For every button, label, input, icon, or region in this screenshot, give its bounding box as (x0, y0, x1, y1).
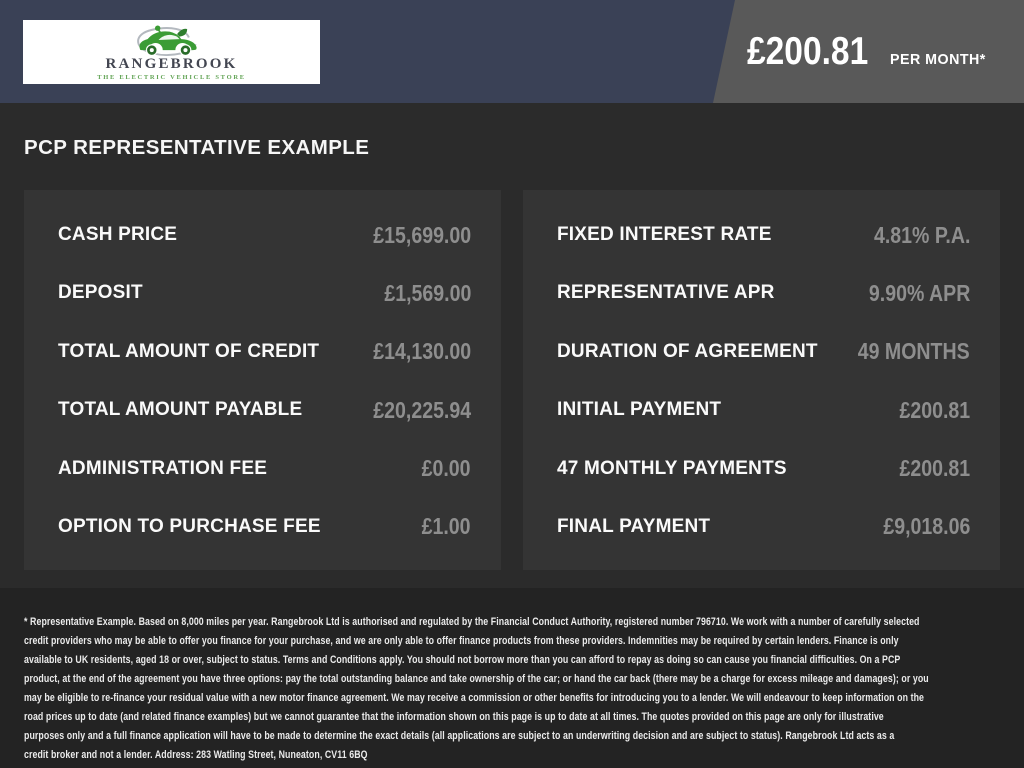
finance-panel-left: CASH PRICE £15,699.00 DEPOSIT £1,569.00 … (24, 190, 501, 570)
finance-row: CASH PRICE £15,699.00 (58, 217, 471, 253)
disclaimer-line: product, at the end of the agreement you… (24, 673, 929, 685)
logo-brand-text: RANGEBROOK (105, 55, 238, 72)
finance-value: £14,130.00 (373, 338, 471, 365)
finance-value: £9,018.06 (883, 513, 970, 540)
footer-disclaimer: * Representative Example. Based on 8,000… (0, 588, 1024, 768)
dealer-logo[interactable]: RANGEBROOK THE ELECTRIC VEHICLE STORE (23, 20, 320, 84)
finance-label: DURATION OF AGREEMENT (557, 340, 818, 362)
finance-value: £15,699.00 (373, 221, 471, 248)
finance-label: REPRESENTATIVE APR (557, 282, 775, 304)
finance-label: ADMINISTRATION FEE (58, 457, 268, 479)
finance-row: TOTAL AMOUNT PAYABLE £20,225.94 (58, 392, 471, 428)
finance-panel-right: FIXED INTEREST RATE 4.81% P.A. REPRESENT… (523, 190, 1000, 570)
finance-value: £200.81 (899, 396, 970, 423)
finance-row: REPRESENTATIVE APR 9.90% APR (557, 275, 970, 311)
car-logo-icon (136, 25, 197, 56)
finance-label: DEPOSIT (58, 282, 143, 304)
finance-row: TOTAL AMOUNT OF CREDIT £14,130.00 (58, 334, 471, 370)
finance-label: TOTAL AMOUNT PAYABLE (58, 399, 303, 421)
finance-label: FINAL PAYMENT (557, 515, 711, 537)
finance-value: £200.81 (899, 455, 970, 482)
finance-row: 47 MONTHLY PAYMENTS £200.81 (557, 451, 970, 487)
disclaimer-line: available to UK residents, aged 18 or ov… (24, 654, 901, 666)
finance-label: CASH PRICE (58, 224, 178, 245)
finance-row: FIXED INTEREST RATE 4.81% P.A. (557, 217, 970, 253)
disclaimer-line: road prices up to date (and related fina… (24, 711, 884, 723)
finance-value: 4.81% P.A. (873, 221, 970, 248)
finance-label: INITIAL PAYMENT (557, 399, 722, 421)
finance-row: ADMINISTRATION FEE £0.00 (58, 451, 471, 487)
monthly-price: £200.81 (747, 29, 869, 73)
finance-label: OPTION TO PURCHASE FEE (58, 515, 321, 537)
finance-row: FINAL PAYMENT £9,018.06 (557, 509, 970, 545)
finance-row: OPTION TO PURCHASE FEE £1.00 (58, 509, 471, 545)
finance-row: INITIAL PAYMENT £200.81 (557, 392, 970, 428)
finance-value: 49 MONTHS (858, 338, 970, 365)
header: RANGEBROOK THE ELECTRIC VEHICLE STORE £2… (0, 0, 1024, 103)
finance-value: £0.00 (422, 455, 471, 482)
disclaimer-line: * Representative Example. Based on 8,000… (24, 616, 920, 628)
finance-label: FIXED INTEREST RATE (557, 224, 772, 245)
finance-row: DURATION OF AGREEMENT 49 MONTHS (557, 334, 970, 370)
finance-value: 9.90% APR (868, 279, 970, 306)
monthly-price-banner: £200.81 PER MONTH* (713, 0, 1024, 103)
page-title: PCP REPRESENTATIVE EXAMPLE (24, 136, 370, 159)
disclaimer-line: credit providers who may be able to offe… (24, 635, 899, 647)
disclaimer-line: purposes only and a full finance applica… (24, 730, 895, 742)
finance-value: £1,569.00 (384, 279, 471, 306)
finance-label: 47 MONTHLY PAYMENTS (557, 457, 787, 479)
disclaimer-line: credit broker and not a lender. Address:… (24, 749, 368, 761)
logo-tagline-text: THE ELECTRIC VEHICLE STORE (97, 73, 246, 81)
finance-row: DEPOSIT £1,569.00 (58, 275, 471, 311)
finance-label: TOTAL AMOUNT OF CREDIT (58, 340, 320, 362)
finance-value: £1.00 (422, 513, 471, 540)
finance-panels: CASH PRICE £15,699.00 DEPOSIT £1,569.00 … (24, 190, 1000, 570)
finance-value: £20,225.94 (373, 396, 471, 423)
disclaimer-line: may be eligible to re-finance your resid… (24, 692, 925, 704)
monthly-price-suffix: PER MONTH* (889, 50, 986, 68)
